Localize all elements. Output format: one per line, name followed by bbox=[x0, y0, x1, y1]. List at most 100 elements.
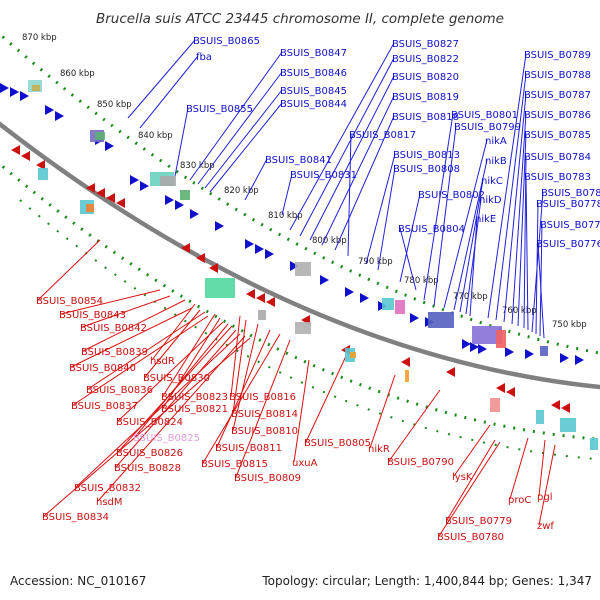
gene-label-forward-bsuis-b0841[interactable]: BSUIS_B0841 bbox=[265, 155, 332, 166]
forward-gene-arrow[interactable] bbox=[525, 349, 534, 359]
gene-label-forward-bsuis-b0818[interactable]: BSUIS_B0818 bbox=[392, 112, 459, 123]
reverse-gene-arrow[interactable] bbox=[561, 403, 570, 413]
gene-feature-block[interactable] bbox=[160, 176, 176, 186]
forward-gene-arrow[interactable] bbox=[245, 239, 254, 249]
gene-label-reverse-bsuis-b0790[interactable]: BSUIS_B0790 bbox=[387, 457, 454, 468]
gene-label-forward-bsuis-b0802[interactable]: BSUIS_B0802 bbox=[418, 190, 485, 201]
gene-label-forward-nike[interactable]: nikE bbox=[475, 214, 496, 225]
gene-feature-block[interactable] bbox=[350, 352, 356, 358]
gene-feature-block[interactable] bbox=[295, 322, 311, 334]
gene-label-forward-bsuis-b0846[interactable]: BSUIS_B0846 bbox=[280, 68, 347, 79]
gene-label-forward-bsuis-b0827[interactable]: BSUIS_B0827 bbox=[392, 39, 459, 50]
reverse-gene-arrow[interactable] bbox=[256, 293, 265, 303]
gene-label-forward-bsuis-b0819[interactable]: BSUIS_B0819 bbox=[392, 92, 459, 103]
forward-gene-arrow[interactable] bbox=[505, 347, 514, 357]
forward-gene-arrow[interactable] bbox=[345, 287, 354, 297]
reverse-gene-arrow[interactable] bbox=[86, 183, 95, 193]
gene-label-reverse-uxua[interactable]: uxuA bbox=[292, 458, 318, 469]
gene-feature-block[interactable] bbox=[38, 168, 48, 180]
gene-label-reverse-bsuis-b0843[interactable]: BSUIS_B0843 bbox=[59, 310, 126, 321]
gene-label-reverse-bsuis-b0780[interactable]: BSUIS_B0780 bbox=[437, 532, 504, 543]
gene-label-reverse-hsdm[interactable]: hsdM bbox=[96, 497, 123, 508]
gene-label-reverse-bsuis-b0779[interactable]: BSUIS_B0779 bbox=[445, 516, 512, 527]
forward-gene-arrow[interactable] bbox=[130, 175, 139, 185]
gene-label-reverse-bsuis-b0826[interactable]: BSUIS_B0826 bbox=[116, 448, 183, 459]
gene-label-forward-bsuis-b0855[interactable]: BSUIS_B0855 bbox=[186, 104, 253, 115]
forward-gene-arrow[interactable] bbox=[462, 339, 471, 349]
gene-label-reverse-zwf[interactable]: zwf bbox=[537, 521, 554, 532]
gene-feature-block[interactable] bbox=[395, 300, 405, 314]
gene-label-forward-bsuis-b0778[interactable]: BSUIS_B0778 bbox=[536, 199, 600, 210]
forward-gene-arrow[interactable] bbox=[265, 249, 274, 259]
reverse-gene-arrow[interactable] bbox=[506, 387, 515, 397]
gene-label-forward-bsuis-b0788[interactable]: BSUIS_B0788 bbox=[524, 70, 591, 81]
gene-label-forward-bsuis-b0865[interactable]: BSUIS_B0865 bbox=[193, 36, 260, 47]
reverse-gene-arrow[interactable] bbox=[11, 145, 20, 155]
gene-label-reverse-bsuis-b0842[interactable]: BSUIS_B0842 bbox=[80, 323, 147, 334]
gene-label-forward-bsuis-b0787[interactable]: BSUIS_B0787 bbox=[524, 90, 591, 101]
forward-gene-arrow[interactable] bbox=[320, 275, 329, 285]
forward-gene-arrow[interactable] bbox=[45, 105, 54, 115]
gene-feature-block[interactable] bbox=[490, 398, 500, 412]
gene-label-forward-nikd[interactable]: nikD bbox=[479, 195, 502, 206]
forward-gene-arrow[interactable] bbox=[215, 221, 224, 231]
gene-label-forward-bsuis-b0847[interactable]: BSUIS_B0847 bbox=[280, 48, 347, 59]
gene-label-reverse-bsuis-b0832[interactable]: BSUIS_B0832 bbox=[74, 483, 141, 494]
gene-feature-block[interactable] bbox=[382, 298, 394, 310]
gene-label-reverse-bsuis-b0825[interactable]: BSUIS_B0825 bbox=[133, 433, 200, 444]
gene-label-reverse-bsuis-b0834[interactable]: BSUIS_B0834 bbox=[42, 512, 109, 523]
gene-label-reverse-bsuis-b0840[interactable]: BSUIS_B0840 bbox=[69, 363, 136, 374]
forward-gene-arrow[interactable] bbox=[175, 200, 184, 210]
gene-label-forward-bsuis-b0783[interactable]: BSUIS_B0783 bbox=[524, 172, 591, 183]
gene-feature-block[interactable] bbox=[295, 262, 311, 276]
gene-label-forward-bsuis-b0808[interactable]: BSUIS_B0808 bbox=[393, 164, 460, 175]
reverse-gene-arrow[interactable] bbox=[209, 263, 218, 273]
forward-gene-arrow[interactable] bbox=[105, 141, 114, 151]
gene-label-forward-nikb[interactable]: nikB bbox=[485, 156, 507, 167]
gene-label-forward-bsuis-b0813[interactable]: BSUIS_B0813 bbox=[393, 150, 460, 161]
reverse-gene-arrow[interactable] bbox=[246, 289, 255, 299]
gene-label-forward-bsuis-b0789[interactable]: BSUIS_B0789 bbox=[524, 50, 591, 61]
gene-label-forward-bsuis-b0799[interactable]: BSUIS_B0799 bbox=[454, 122, 521, 133]
reverse-gene-arrow[interactable] bbox=[496, 383, 505, 393]
forward-gene-arrow[interactable] bbox=[10, 87, 19, 97]
gene-label-reverse-bsuis-b0811[interactable]: BSUIS_B0811 bbox=[215, 443, 282, 454]
gene-label-reverse-bsuis-b0837[interactable]: BSUIS_B0837 bbox=[71, 401, 138, 412]
forward-gene-arrow[interactable] bbox=[140, 181, 149, 191]
gene-label-reverse-bsuis-b0814[interactable]: BSUIS_B0814 bbox=[231, 409, 298, 420]
gene-feature-block[interactable] bbox=[258, 310, 266, 320]
gene-label-forward-nikc[interactable]: nikC bbox=[481, 176, 503, 187]
gene-label-reverse-nikr[interactable]: nikR bbox=[368, 444, 390, 455]
gene-label-reverse-lysk[interactable]: lysK bbox=[452, 472, 473, 483]
gene-feature-block[interactable] bbox=[560, 418, 576, 432]
gene-label-reverse-bsuis-b0854[interactable]: BSUIS_B0854 bbox=[36, 296, 103, 307]
gene-label-forward-bsuis-b0844[interactable]: BSUIS_B0844 bbox=[280, 99, 347, 110]
forward-gene-arrow[interactable] bbox=[410, 313, 419, 323]
gene-feature-block[interactable] bbox=[86, 204, 94, 212]
gene-label-forward-bsuis-b0820[interactable]: BSUIS_B0820 bbox=[392, 72, 459, 83]
gene-feature-block[interactable] bbox=[205, 278, 235, 298]
gene-label-forward-bsuis-b0781[interactable]: BSUIS_B0781 bbox=[541, 188, 600, 199]
gene-feature-block[interactable] bbox=[496, 330, 506, 348]
gene-label-forward-bsuis-b0776[interactable]: BSUIS_B0776 bbox=[536, 239, 600, 250]
forward-gene-arrow[interactable] bbox=[575, 355, 584, 365]
gene-label-reverse-bsuis-b0839[interactable]: BSUIS_B0839 bbox=[81, 347, 148, 358]
gene-label-forward-bsuis-b0786[interactable]: BSUIS_B0786 bbox=[524, 110, 591, 121]
forward-gene-arrow[interactable] bbox=[478, 344, 487, 354]
gene-label-reverse-bsuis-b0824[interactable]: BSUIS_B0824 bbox=[116, 417, 183, 428]
gene-label-reverse-proc[interactable]: proC bbox=[508, 495, 531, 506]
gene-label-forward-bsuis-b0785[interactable]: BSUIS_B0785 bbox=[524, 130, 591, 141]
gene-label-forward-bsuis-b0777[interactable]: BSUIS_B0777 bbox=[540, 220, 600, 231]
forward-gene-arrow[interactable] bbox=[20, 91, 29, 101]
gene-label-reverse-bsuis-b0821[interactable]: BSUIS_B0821 bbox=[161, 404, 228, 415]
gene-label-reverse-pgl[interactable]: pgl bbox=[537, 492, 552, 503]
gene-label-forward-bsuis-b0845[interactable]: BSUIS_B0845 bbox=[280, 86, 347, 97]
forward-gene-arrow[interactable] bbox=[0, 83, 9, 93]
gene-label-reverse-bsuis-b0823[interactable]: BSUIS_B0823 bbox=[161, 392, 228, 403]
gene-feature-block[interactable] bbox=[590, 438, 598, 450]
reverse-gene-arrow[interactable] bbox=[116, 198, 125, 208]
reverse-gene-arrow[interactable] bbox=[181, 243, 190, 253]
gene-label-reverse-bsuis-b0815[interactable]: BSUIS_B0815 bbox=[201, 459, 268, 470]
forward-gene-arrow[interactable] bbox=[290, 261, 299, 271]
reverse-gene-arrow[interactable] bbox=[551, 400, 560, 410]
